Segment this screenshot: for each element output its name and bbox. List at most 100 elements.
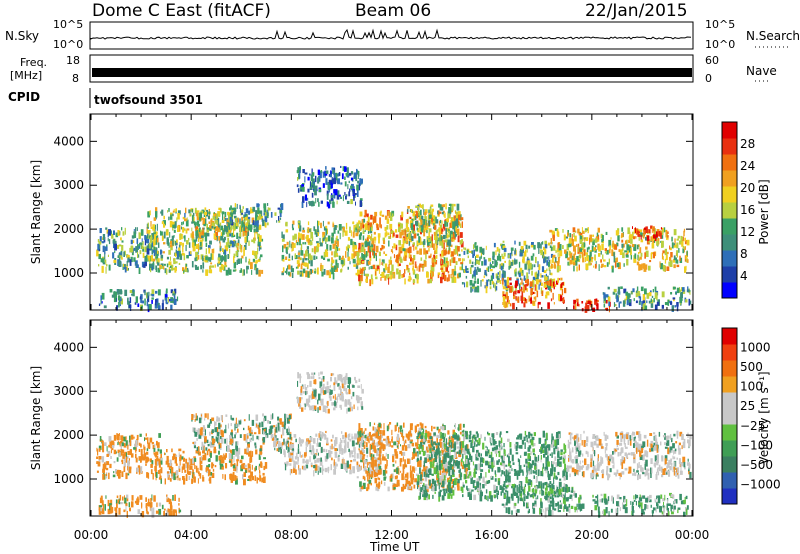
heatmap-cell: [243, 224, 246, 231]
heatmap-cell: [219, 245, 222, 251]
heatmap-cell: [478, 260, 480, 265]
heatmap-cell: [247, 219, 250, 223]
heatmap-cell: [337, 383, 340, 387]
heatmap-cell: [416, 473, 419, 476]
heatmap-cell: [441, 250, 444, 257]
heatmap-cell: [594, 249, 597, 253]
heatmap-cell: [536, 273, 539, 280]
heatmap-cell: [637, 234, 641, 237]
heatmap-cell: [167, 471, 170, 478]
heatmap-cell: [150, 293, 152, 296]
heatmap-cell: [450, 203, 452, 210]
heatmap-cell: [150, 221, 152, 227]
heatmap-cell: [573, 265, 575, 272]
heatmap-cell: [319, 237, 321, 244]
heatmap-cell: [326, 442, 329, 446]
heatmap-cell: [209, 419, 212, 424]
heatmap-cell: [360, 178, 363, 184]
heatmap-cell: [274, 428, 276, 436]
heatmap-cell: [178, 262, 181, 265]
heatmap-cell: [330, 373, 333, 377]
heatmap-cell: [159, 449, 162, 454]
heatmap-cell: [326, 244, 329, 251]
heatmap-cell: [233, 256, 235, 263]
heatmap-cell: [451, 277, 455, 283]
heatmap-cell: [309, 380, 312, 387]
heatmap-cell: [474, 275, 476, 281]
heatmap-cell: [352, 385, 355, 388]
heatmap-cell: [620, 286, 623, 289]
heatmap-cell: [318, 433, 320, 438]
heatmap-cell: [341, 395, 344, 401]
heatmap-cell: [401, 211, 404, 218]
heatmap-cell: [303, 262, 306, 266]
heatmap-cell: [440, 235, 442, 242]
heatmap-cell: [206, 223, 208, 229]
heatmap-cell: [442, 467, 446, 473]
heatmap-cell: [574, 235, 577, 242]
heatmap-cell: [574, 303, 577, 310]
heatmap-cell: [392, 246, 394, 249]
heatmap-cell: [592, 234, 594, 237]
heatmap-cell: [109, 463, 112, 469]
heatmap-cell: [116, 503, 118, 509]
heatmap-cell: [558, 244, 562, 251]
heatmap-cell: [159, 474, 161, 480]
heatmap-cell: [272, 413, 274, 419]
heatmap-cell: [308, 201, 312, 206]
heatmap-cell: [240, 249, 242, 253]
heatmap-cell: [395, 234, 399, 238]
heatmap-cell: [257, 247, 259, 255]
heatmap-cell: [280, 204, 282, 208]
heatmap-cell: [155, 472, 158, 478]
heatmap-cell: [381, 245, 384, 250]
heatmap-cell: [292, 243, 296, 248]
heatmap-cell: [154, 303, 158, 309]
heatmap-cell: [173, 208, 175, 211]
colorbar-tick-label: 28: [740, 137, 755, 151]
heatmap-cell: [102, 258, 104, 263]
heatmap-cell: [640, 286, 644, 292]
heatmap-cell: [170, 505, 173, 511]
heatmap-cell: [260, 238, 264, 242]
heatmap-cell: [233, 215, 237, 219]
heatmap-cell: [284, 413, 286, 419]
heatmap-cell: [293, 460, 296, 466]
nave-tick-bottom: 0: [705, 72, 712, 85]
heatmap-cell: [379, 446, 382, 454]
heatmap-cell: [274, 437, 278, 442]
heatmap-cell: [340, 196, 342, 199]
heatmap-cell: [345, 246, 349, 251]
heatmap-cell: [259, 471, 261, 477]
heatmap-cell: [410, 477, 414, 485]
heatmap-cell: [366, 437, 368, 441]
heatmap-cell: [461, 258, 464, 262]
heatmap-cell: [515, 286, 517, 292]
heatmap-cell: [357, 171, 360, 177]
heatmap-cell: [458, 473, 461, 478]
heatmap-cell: [396, 268, 399, 275]
heatmap-cell: [318, 372, 320, 377]
heatmap-cell: [381, 214, 385, 217]
heatmap-cell: [335, 245, 339, 251]
heatmap-cell: [326, 201, 329, 207]
heatmap-cell: [398, 246, 402, 254]
heatmap-cell: [439, 219, 442, 224]
heatmap-cell: [568, 237, 572, 244]
heatmap-cell: [144, 452, 147, 460]
heatmap-cell: [305, 236, 307, 239]
heatmap-cell: [131, 495, 134, 501]
heatmap-cell: [451, 257, 454, 263]
heatmap-cell: [558, 293, 561, 301]
heatmap-cell: [450, 274, 452, 279]
heatmap-cell: [429, 207, 432, 212]
heatmap-cell: [456, 446, 460, 449]
heatmap-cell: [309, 405, 312, 411]
heatmap-cell: [429, 236, 433, 243]
heatmap-cell: [614, 261, 617, 268]
heatmap-cell: [520, 295, 524, 301]
heatmap-cell: [194, 224, 197, 228]
heatmap-cell: [457, 250, 459, 256]
heatmap-cell: [361, 388, 364, 394]
heatmap-cell: [331, 237, 334, 244]
